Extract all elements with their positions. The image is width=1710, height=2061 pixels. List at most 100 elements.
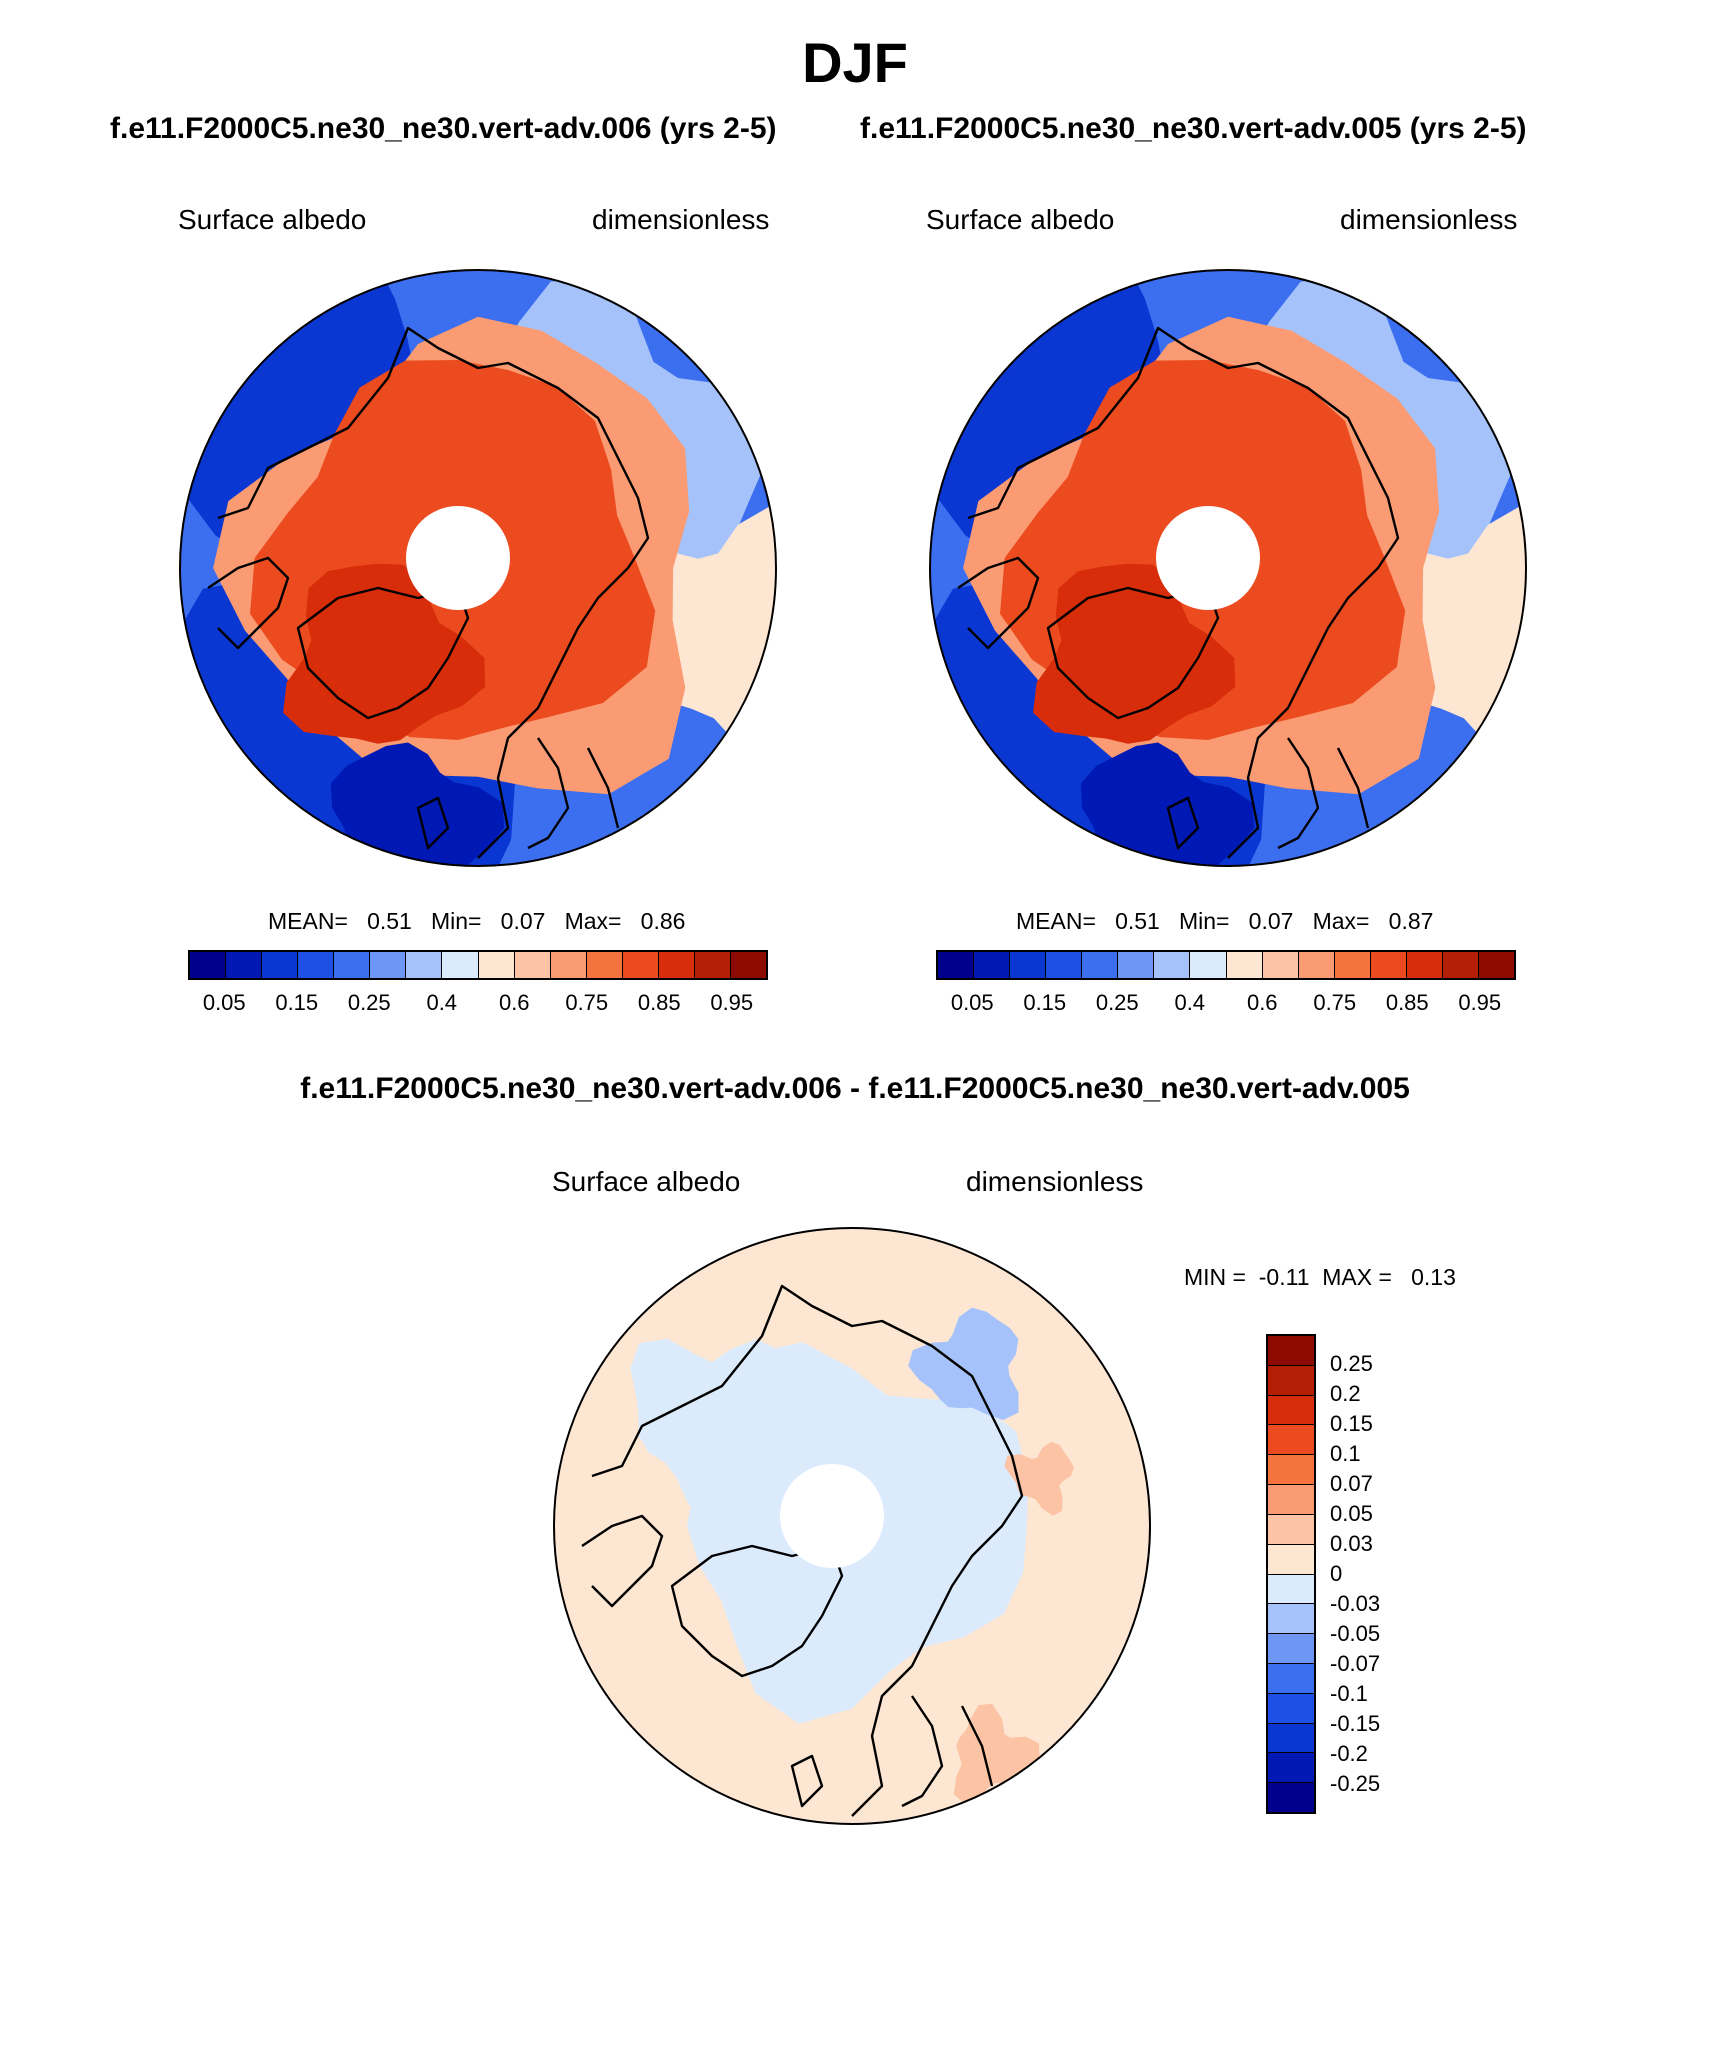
panel-2-colorbar-swatch — [1406, 952, 1443, 978]
panel-2-colorbar-swatch — [1442, 952, 1479, 978]
diff-panel-colorbar-tick-label: 0.15 — [1330, 1411, 1373, 1436]
greenland-field — [1033, 563, 1236, 744]
panel-2-min-value: 0.07 — [1248, 908, 1294, 934]
diff-panel-colorbar-tick-label: 0.03 — [1330, 1531, 1373, 1556]
diff-panel-colorbar-swatch — [1268, 1753, 1314, 1784]
panel-1-colorbar-swatch — [190, 952, 227, 978]
panel-2-colorbar-swatch — [1118, 952, 1155, 978]
panel-2-colorbar-tick-label: 0.25 — [1095, 990, 1139, 1015]
diff-panel-colorbar-swatch — [1268, 1544, 1314, 1575]
coastline — [591, 1284, 1024, 1817]
coastline — [416, 796, 450, 850]
map-field — [554, 1228, 1150, 1824]
diff-panel-polar-map — [553, 1227, 1151, 1825]
map-boundary — [179, 269, 777, 867]
panel-2-colorbar-tick-label: 0.4 — [1174, 990, 1206, 1015]
panel-2-colorbar-tick-label: 0.15 — [1023, 990, 1067, 1015]
diff-panel-colorbar-tick-label: -0.05 — [1330, 1621, 1381, 1646]
diff-panel-colorbar-tick-label: -0.15 — [1330, 1711, 1381, 1736]
panel-1-colorbar — [188, 950, 768, 980]
panel-1-colorbar-swatch — [370, 952, 407, 978]
panel-2-units-label: dimensionless — [1340, 204, 1518, 235]
panel-2-max-value: 0.87 — [1388, 908, 1434, 934]
diff-panel-colorbar — [1266, 1334, 1316, 1814]
coastline — [207, 556, 290, 650]
panel-2-colorbar-swatch — [1010, 952, 1047, 978]
map-boundary — [553, 1227, 1151, 1825]
panel-1-colorbar-tick-label: 0.85 — [637, 990, 681, 1015]
panel-1-max-label: Max= — [564, 908, 622, 934]
panel-1-colorbar-swatch — [262, 952, 299, 978]
panel-1-colorbar-swatch — [406, 952, 443, 978]
panel-1-max-value: 0.86 — [640, 908, 686, 934]
panel-2-max-label: Max= — [1312, 908, 1370, 934]
diff-positive-field — [1004, 1441, 1074, 1516]
diff-panel-colorbar-swatch — [1268, 1395, 1314, 1426]
diff-panel-min-label: MIN = — [1184, 1264, 1246, 1290]
panel-2-variable-label: Surface albedo — [926, 204, 1115, 235]
panel-2-mean-label: MEAN= — [1016, 908, 1096, 934]
diff-panel-colorbar-tick-label: 0.1 — [1330, 1441, 1361, 1466]
panel-2-mean-value: 0.51 — [1115, 908, 1160, 934]
panel-2-polar-map — [929, 269, 1527, 867]
panel-1-subtitle: f.e11.F2000C5.ne30_ne30.vert-adv.006 (yr… — [110, 112, 777, 145]
panel-2-subtitle: f.e11.F2000C5.ne30_ne30.vert-adv.005 (yr… — [860, 112, 1527, 145]
diff-panel-colorbar-swatch — [1268, 1574, 1314, 1605]
diff-negative-field — [630, 1338, 799, 1523]
panel-1-polar-map — [179, 269, 777, 867]
panel-2-colorbar-swatch — [1226, 952, 1263, 978]
map-field — [180, 270, 776, 866]
pole-hole — [1156, 506, 1260, 610]
diff-panel-colorbar-swatch — [1268, 1723, 1314, 1754]
greenland-coastline — [296, 586, 470, 720]
diff-panel-colorbar-tick-label: -0.2 — [1330, 1741, 1368, 1766]
panel-1-stats: MEAN= 0.51 Min= 0.07 Max= 0.86 — [268, 908, 685, 935]
diff-panel-colorbar-swatch — [1268, 1425, 1314, 1456]
diff-panel-colorbar-swatch — [1268, 1485, 1314, 1515]
diff-panel-colorbar-ticks: 0.25 0.2 0.15 0.1 0.07 0.05 0.03 0 -0.03 -0.05 -0.… — [1330, 1334, 1450, 1814]
greenland-coastline — [1046, 586, 1220, 720]
panel-2-colorbar-swatch — [1190, 952, 1227, 978]
panel-1-colorbar-swatch — [478, 952, 515, 978]
page-title: DJF — [802, 31, 908, 94]
diff-panel-colorbar-swatch — [1268, 1604, 1314, 1635]
diff-panel-colorbar-tick-label: 0.05 — [1330, 1501, 1373, 1526]
panel-1-colorbar-ticks: 0.05 0.15 0.25 0.4 0.6 0.75 0.85 0.95 — [188, 990, 768, 1020]
panel-1-colorbar-tick-label: 0.95 — [710, 990, 754, 1015]
panel-2-colorbar-swatch — [938, 952, 975, 978]
panel-1-min-label: Min= — [431, 908, 482, 934]
pole-hole — [780, 1464, 884, 1568]
diff-panel-max-label: MAX = — [1322, 1264, 1392, 1290]
diff-panel-colorbar-tick-label: 0.25 — [1330, 1351, 1373, 1376]
diff-panel-colorbar-swatch — [1268, 1693, 1314, 1724]
diff-panel-variable-label: Surface albedo — [552, 1166, 741, 1197]
panel-1-colorbar-tick-label: 0.05 — [202, 990, 246, 1015]
panel-2-colorbar-tick-label: 0.85 — [1385, 990, 1429, 1015]
panel-2-colorbar-swatch — [1154, 952, 1191, 978]
panel-1-colorbar-tick-label: 0.75 — [565, 990, 609, 1015]
panel-1-units-label: dimensionless — [592, 204, 770, 235]
pole-hole — [406, 506, 510, 610]
panel-2-colorbar-swatch — [1370, 952, 1407, 978]
diff-panel-colorbar-tick-label: 0.2 — [1330, 1381, 1361, 1406]
panel-1-colorbar-swatch — [226, 952, 263, 978]
panel-2-colorbar-swatch — [1478, 952, 1514, 978]
europe-west-field — [330, 742, 505, 866]
diff-panel-colorbar-tick-label: -0.25 — [1330, 1771, 1381, 1796]
panel-1-colorbar-swatch — [442, 952, 479, 978]
panel-2-colorbar-ticks: 0.05 0.15 0.25 0.4 0.6 0.75 0.85 0.95 — [936, 990, 1516, 1020]
panel-2-stats: MEAN= 0.51 Min= 0.07 Max= 0.87 — [1016, 908, 1433, 935]
panel-1-colorbar-swatch — [658, 952, 695, 978]
diff-panel-colorbar-tick-label: 0.07 — [1330, 1471, 1373, 1496]
panel-2-colorbar-tick-label: 0.75 — [1313, 990, 1357, 1015]
panel-1-colorbar-swatch — [550, 952, 587, 978]
panel-2-colorbar-swatch — [1262, 952, 1299, 978]
diff-panel-colorbar-swatch — [1268, 1455, 1314, 1486]
panel-2-min-label: Min= — [1179, 908, 1230, 934]
panel-2-colorbar-swatch — [1082, 952, 1119, 978]
panel-1-mean-value: 0.51 — [367, 908, 412, 934]
diff-panel-subtitle: f.e11.F2000C5.ne30_ne30.vert-adv.006 - f… — [300, 1072, 1410, 1105]
panel-1-colorbar-swatch — [298, 952, 335, 978]
panel-1-colorbar-swatch — [514, 952, 551, 978]
panel-1-colorbar-swatch — [334, 952, 371, 978]
